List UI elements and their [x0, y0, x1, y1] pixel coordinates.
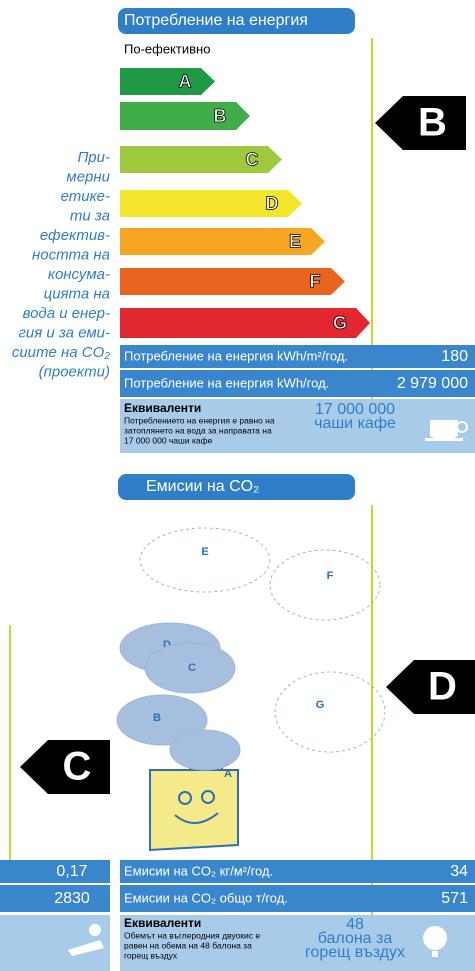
caption-line: мерни — [66, 168, 110, 185]
co2-bubble — [275, 672, 385, 752]
energy-class-letter: F — [310, 271, 321, 291]
energy-class-bar — [120, 68, 215, 95]
co2-bubble — [170, 730, 240, 770]
co2-bubble-letter: E — [201, 546, 208, 558]
rating-letter: B — [418, 101, 447, 145]
rating-letter: C — [63, 745, 92, 789]
row-value: 2 979 000 — [397, 375, 468, 392]
row-bg — [0, 860, 110, 883]
equiv-text: Обемът на въглеродния двуокис е — [124, 930, 260, 940]
caption-line: ефектив- — [40, 227, 110, 244]
row-label: Потребление на енергия kWh/год. — [124, 375, 329, 390]
caption-line: цията на — [44, 285, 110, 302]
co2-bubble — [140, 528, 270, 592]
row-value: 34 — [450, 863, 468, 880]
row-label: Потребление на енергия kWh/m²/год. — [124, 348, 348, 363]
label-header: Потребление на енергия — [124, 12, 308, 29]
caption-line: консума- — [48, 266, 110, 283]
co2-bubble-letter: B — [153, 712, 161, 724]
equiv-text: Потреблението на енергия е равно на — [124, 415, 275, 425]
energy-class-letter: B — [214, 106, 227, 126]
label-header: Емисии на CO₂ — [146, 478, 259, 495]
energy-class-letter: A — [179, 71, 192, 91]
caption-line: При- — [77, 149, 110, 166]
equiv-text: равен на обема на 48 балона за — [124, 940, 252, 950]
co2-bubble-letter: G — [316, 699, 325, 711]
caption-line: вода и енер- — [23, 305, 110, 322]
row-value: 2830 — [54, 890, 90, 907]
energy-class-bar — [120, 102, 250, 130]
equiv-title: Еквиваленти — [124, 916, 201, 930]
energy-class-letter: E — [289, 231, 301, 251]
row-value: 180 — [441, 348, 468, 365]
equiv-text: 17 000 000 чаши кафе — [124, 435, 213, 445]
row-value: 0,17 — [56, 863, 87, 880]
row-value: 571 — [441, 890, 468, 907]
row-label: Емисии на CO₂ кг/м²/год. — [124, 863, 273, 878]
rating-letter: D — [428, 665, 457, 709]
energy-class-letter: D — [266, 193, 279, 213]
energy-class-letter: C — [246, 149, 259, 169]
page: При-мерни етике-ти за ефектив-ността на кон… — [0, 0, 475, 971]
caption-line: гия и за еми- — [18, 324, 110, 341]
caption-line: сиите на CO₂ — [12, 344, 110, 361]
row-label: Емисии на CO₂ общо т/год. — [124, 890, 288, 905]
caption-line: ти за — [70, 207, 110, 224]
equiv-title: Еквиваленти — [124, 401, 201, 415]
caption-line: ността на — [32, 246, 110, 263]
equiv-value: чаши кафе — [314, 415, 396, 432]
energy-class-letter: G — [333, 313, 347, 333]
caption-line: етике- — [61, 188, 110, 205]
equiv-text: затоплянето на вода за направата на — [124, 425, 272, 435]
equiv-value: горещ въздух — [305, 944, 405, 961]
co2-bubble — [270, 550, 380, 620]
equiv-text: горещ въздух — [124, 950, 178, 960]
co2-bubble-letter: A — [224, 768, 232, 780]
co2-bubble-letter: C — [188, 662, 196, 674]
co2-bubble-letter: F — [327, 570, 334, 582]
caption-line: (проекти) — [39, 363, 110, 380]
more-efficient: По-ефективно — [124, 41, 210, 56]
